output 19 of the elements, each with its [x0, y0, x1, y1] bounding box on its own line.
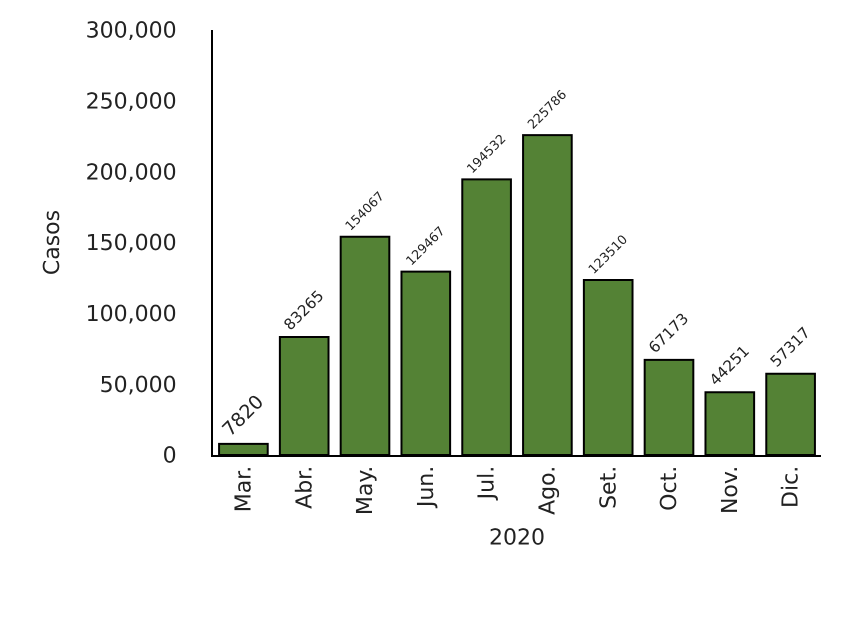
y-tick-label: 200,000	[86, 160, 177, 186]
x-tick-label: Set.	[596, 466, 622, 509]
x-tick-label: Mar.	[232, 466, 257, 512]
y-tick-label: 250,000	[86, 90, 177, 115]
y-tick-label: 0	[162, 444, 177, 469]
x-axis-title: 2020	[489, 526, 545, 551]
x-tick-label: Abr.	[292, 466, 318, 509]
x-tick-label: Jul.	[474, 466, 500, 502]
x-tick-label: Nov.	[718, 466, 743, 514]
y-tick-label: 100,000	[86, 302, 177, 328]
x-tick-label: Jun.	[414, 466, 439, 510]
y-tick-label: 50,000	[100, 372, 177, 398]
y-tick-label: 300,000	[86, 18, 177, 44]
y-axis-title: Casos	[40, 210, 65, 276]
x-tick-label: Oct.	[657, 466, 682, 511]
x-tick-label: May.	[353, 466, 378, 516]
x-tick-label: Dic.	[778, 466, 804, 508]
x-tick-label: Ago.	[536, 466, 561, 515]
y-tick-label: 150,000	[86, 231, 177, 256]
